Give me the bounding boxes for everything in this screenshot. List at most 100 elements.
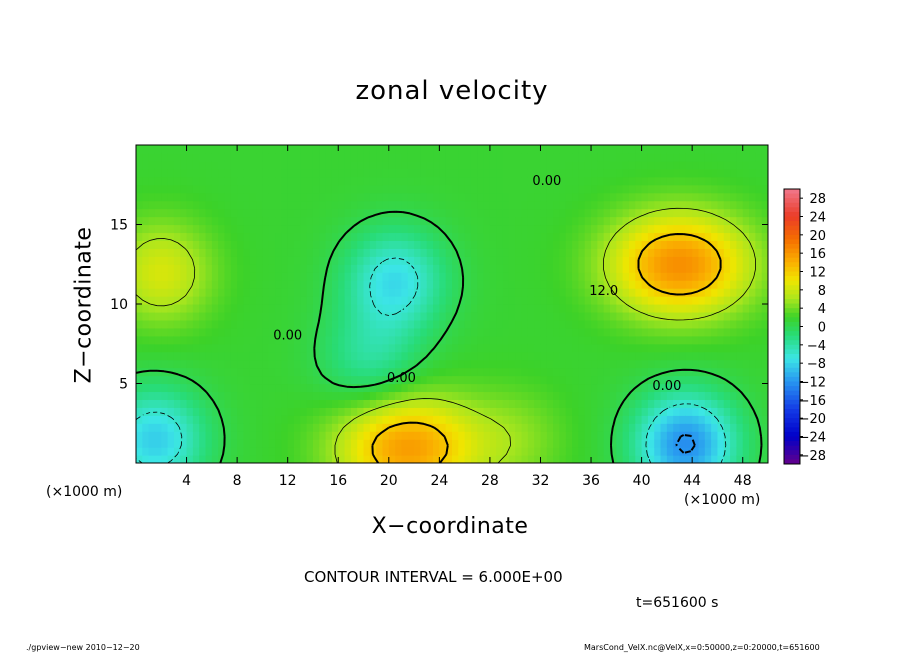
field-cell xyxy=(654,240,662,249)
field-cell xyxy=(685,264,693,273)
field-cell xyxy=(717,407,725,416)
field-cell xyxy=(312,343,320,353)
field-cell xyxy=(641,184,649,194)
field-cell xyxy=(527,264,535,273)
field-cell xyxy=(496,272,504,281)
field-cell xyxy=(660,248,668,257)
field-cell xyxy=(199,160,207,170)
field-cell xyxy=(230,296,238,305)
field-cell xyxy=(395,311,403,321)
field-cell xyxy=(761,232,768,241)
field-cell xyxy=(306,439,314,448)
field-cell xyxy=(622,208,630,218)
field-cell xyxy=(534,415,542,424)
field-cell xyxy=(723,160,731,170)
field-cell xyxy=(439,367,447,377)
field-cell xyxy=(161,232,169,241)
field-cell xyxy=(136,224,143,234)
field-cell xyxy=(515,232,523,241)
field-cell xyxy=(692,208,700,218)
field-cell xyxy=(515,391,523,400)
field-cell xyxy=(679,423,687,432)
field-cell xyxy=(527,359,535,369)
x-tick-label: 20 xyxy=(380,473,398,489)
field-cell xyxy=(319,423,327,432)
field-cell xyxy=(433,343,440,353)
field-cell xyxy=(256,415,263,424)
field-cell xyxy=(439,423,447,432)
field-cell xyxy=(294,375,301,385)
field-cell xyxy=(610,391,617,400)
field-cell xyxy=(597,160,605,170)
field-cell xyxy=(489,168,497,178)
field-cell xyxy=(458,176,466,186)
field-cell xyxy=(414,288,421,297)
field-cell xyxy=(622,439,630,448)
field-cell xyxy=(698,145,706,154)
field-cell xyxy=(496,216,504,226)
field-cell xyxy=(420,192,428,202)
field-cell xyxy=(749,240,756,249)
x-tick-label: 40 xyxy=(633,473,651,489)
field-cell xyxy=(268,351,276,361)
field-cell xyxy=(534,319,542,329)
field-cell xyxy=(553,216,561,226)
field-cell xyxy=(218,335,226,345)
field-cell xyxy=(161,311,169,321)
field-cell xyxy=(142,455,150,463)
field-cell xyxy=(546,375,554,385)
field-cell xyxy=(287,288,295,297)
field-cell xyxy=(679,264,687,273)
field-cell xyxy=(186,423,194,432)
field-cell xyxy=(338,288,346,297)
field-cell xyxy=(180,447,188,456)
field-cell xyxy=(306,200,314,210)
field-cell xyxy=(281,447,289,456)
field-cell xyxy=(603,415,611,424)
field-cell xyxy=(300,319,308,329)
field-cell xyxy=(685,176,693,186)
field-cell xyxy=(230,391,238,400)
field-cell xyxy=(199,304,207,313)
field-cell xyxy=(344,145,352,154)
field-cell xyxy=(262,176,270,186)
field-cell xyxy=(414,319,421,329)
field-cell xyxy=(275,192,282,202)
field-cell xyxy=(173,248,181,257)
field-cell xyxy=(704,152,712,162)
field-cell xyxy=(275,232,282,241)
field-cell xyxy=(477,160,485,170)
field-cell xyxy=(414,455,421,463)
field-cell xyxy=(749,407,756,416)
field-cell xyxy=(534,359,542,369)
field-cell xyxy=(591,319,598,329)
y-tick-label: 15 xyxy=(110,218,128,234)
field-cell xyxy=(249,335,257,345)
field-cell xyxy=(180,216,188,226)
field-cell xyxy=(742,327,750,337)
field-cell xyxy=(521,327,529,337)
field-cell xyxy=(540,383,548,393)
field-cell xyxy=(388,431,396,440)
colorbar-segment xyxy=(784,335,800,341)
field-cell xyxy=(230,423,238,432)
field-cell xyxy=(654,359,662,369)
field-cell xyxy=(565,296,573,305)
field-cell xyxy=(439,208,447,218)
field-cell xyxy=(369,288,377,297)
field-cell xyxy=(470,383,478,393)
field-cell xyxy=(452,391,459,400)
field-cell xyxy=(647,335,655,345)
field-cell xyxy=(496,152,504,162)
field-cell xyxy=(565,145,573,154)
field-cell xyxy=(192,327,200,337)
field-cell xyxy=(186,256,194,265)
field-cell xyxy=(546,367,554,377)
field-cell xyxy=(527,351,535,361)
field-cell xyxy=(685,272,693,281)
field-cell xyxy=(142,216,150,226)
field-cell xyxy=(363,184,371,194)
field-cell xyxy=(249,192,257,202)
field-cell xyxy=(723,431,731,440)
field-cell xyxy=(382,224,390,234)
